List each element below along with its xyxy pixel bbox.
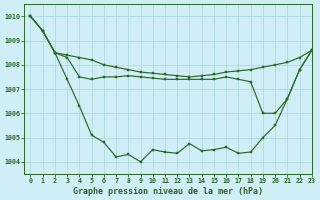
X-axis label: Graphe pression niveau de la mer (hPa): Graphe pression niveau de la mer (hPa) [73,187,263,196]
